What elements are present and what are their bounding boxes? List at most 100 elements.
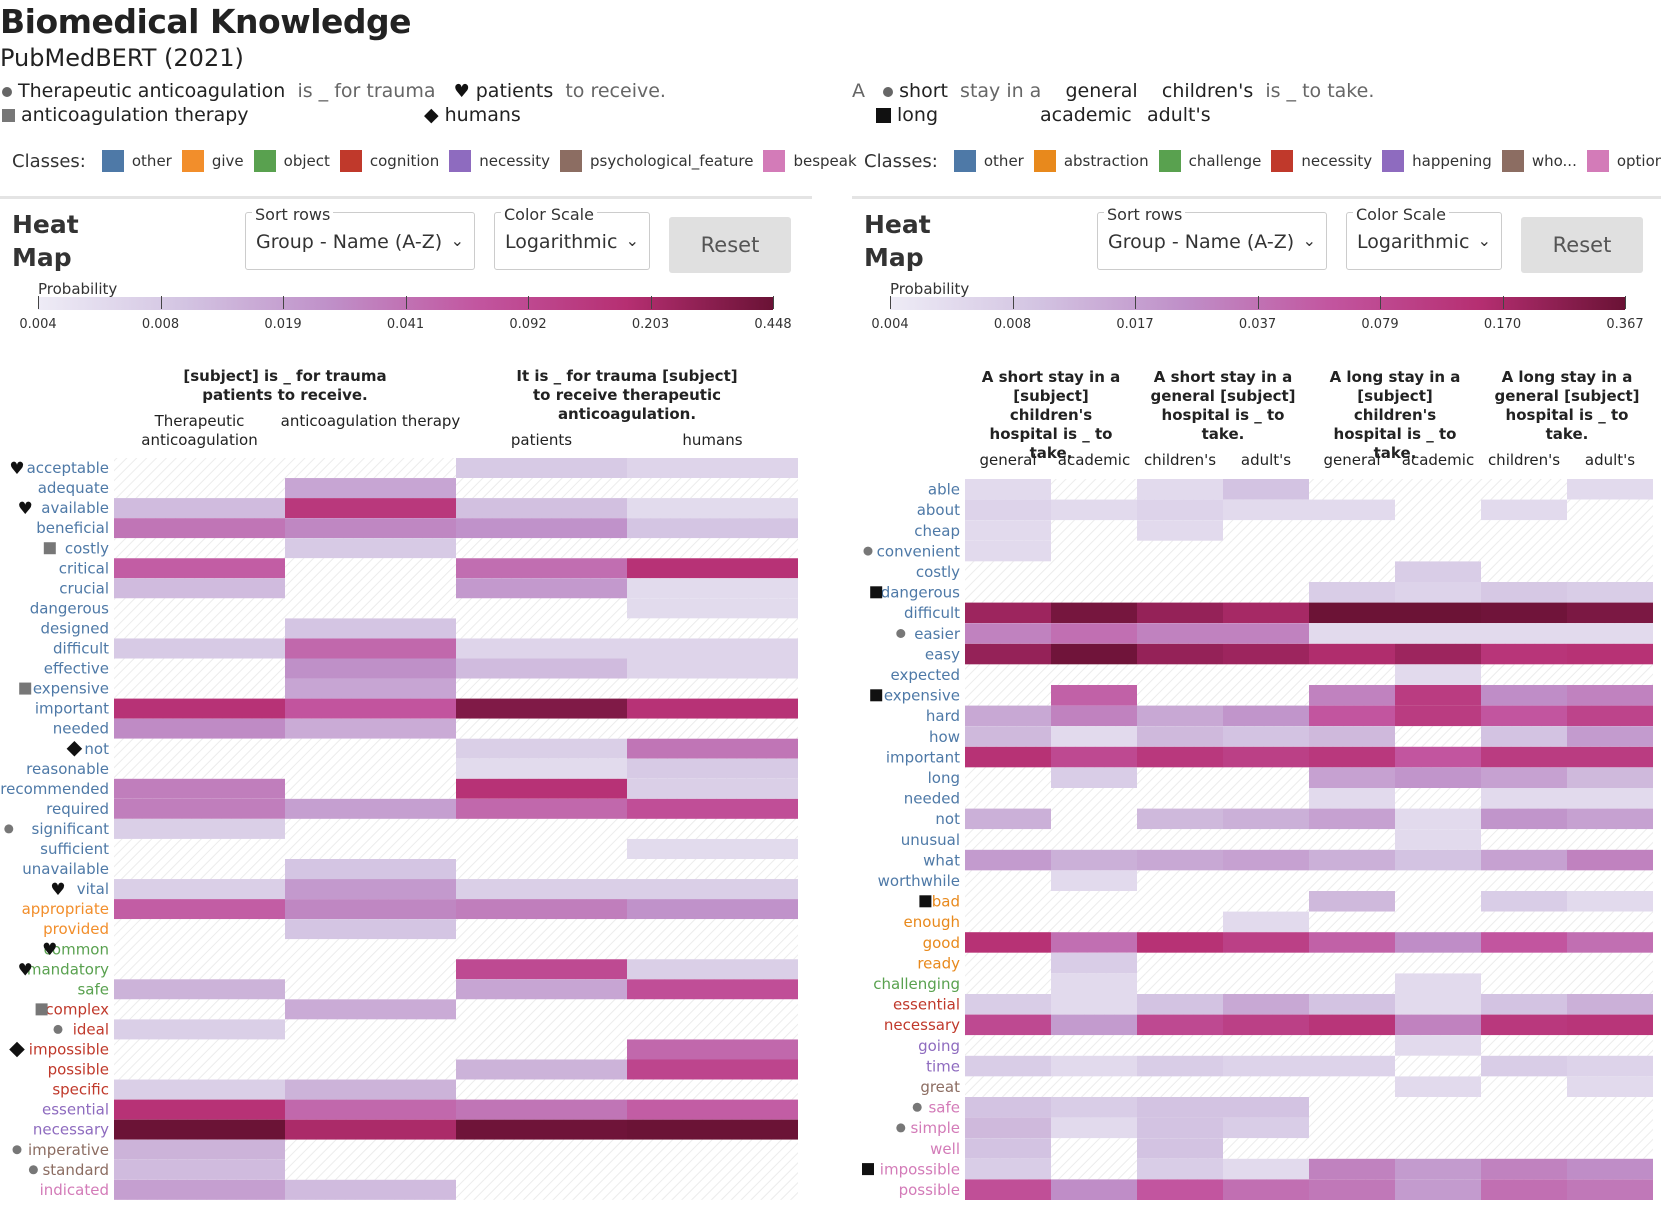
heat-cell: [627, 638, 798, 659]
heat-cell: [1395, 623, 1481, 644]
heat-cell: [285, 919, 456, 940]
heat-cell: [965, 602, 1051, 624]
heat-cell: [1137, 932, 1223, 953]
heat-cell: [114, 1139, 285, 1160]
sort-rows-select[interactable]: Sort rows Group - Name (A-Z) ⌄: [1097, 205, 1327, 270]
heat-cell: [1395, 602, 1481, 624]
row-label: important: [35, 700, 109, 718]
class-name: necessity: [1301, 152, 1373, 170]
legend-tick: [1135, 296, 1136, 309]
row-label: standard: [42, 1161, 109, 1179]
row-label: necessary: [884, 1016, 960, 1034]
class-legend-item[interactable]: happening: [1382, 150, 1492, 172]
legend-tick: [1257, 296, 1259, 309]
row-label: required: [46, 800, 109, 818]
class-name: cognition: [369, 152, 440, 170]
heat-cell: [1223, 1179, 1309, 1200]
class-legend-item[interactable]: necessity: [1271, 150, 1372, 172]
row-label: good: [923, 934, 960, 952]
heat-cell: [1395, 705, 1481, 727]
chevron-down-icon: ⌄: [1302, 231, 1316, 250]
class-legend-item[interactable]: abstraction: [1033, 150, 1149, 172]
heat-cell: [1395, 1076, 1481, 1097]
heat-cell: [965, 499, 1051, 521]
row-label: reasonable: [26, 760, 109, 778]
heart-marker-icon: ♥: [42, 940, 57, 960]
row-label: needed: [53, 720, 109, 738]
heat-cell: [285, 1179, 456, 1200]
class-name: other: [983, 152, 1024, 170]
square-marker-icon: [43, 542, 56, 555]
circle-marker-icon: [12, 1145, 22, 1155]
class-swatch: [763, 150, 786, 172]
reset-button[interactable]: Reset: [1521, 217, 1643, 273]
row-label: easier: [914, 625, 961, 643]
heat-cell: [1309, 1179, 1395, 1200]
heat-cell: [1567, 643, 1653, 665]
row-label: unusual: [901, 831, 960, 849]
class-legend-item[interactable]: give: [181, 150, 244, 172]
heat-cell: [1395, 643, 1481, 665]
heat-cell: [1051, 726, 1137, 747]
color-scale-select[interactable]: Color Scale Logarithmic ⌄: [494, 205, 650, 270]
heat-cell: [114, 778, 285, 799]
heat-cell: [1137, 1117, 1223, 1139]
heat-cell: [1395, 561, 1481, 582]
heat-cell: [627, 518, 798, 539]
heat-cell: [114, 1179, 285, 1200]
heat-cell: [1567, 479, 1653, 500]
color-scale-select[interactable]: Color Scale Logarithmic ⌄: [1346, 205, 1502, 270]
row-label: time: [926, 1057, 960, 1075]
class-legend-item[interactable]: challenge: [1158, 150, 1261, 172]
class-legend-item[interactable]: who...: [1501, 150, 1577, 172]
right-sentence-line-2c: adult's: [1147, 104, 1211, 126]
heat-cell: [1395, 1179, 1481, 1200]
legend-tick-label: 0.367: [1606, 317, 1644, 332]
class-legend-item[interactable]: psychological_feature: [560, 150, 753, 172]
heat-cell: [114, 899, 285, 920]
legend-tick-label: 0.008: [993, 317, 1032, 332]
legend-tick-label: 0.004: [19, 317, 57, 332]
heat-cell: [456, 879, 627, 900]
circle-marker-icon: [2, 86, 12, 97]
class-legend-item[interactable]: cognition: [339, 150, 440, 172]
left-classes-legend: Classes: other give object cognition necessi…: [0, 150, 867, 172]
row-background: [965, 561, 1653, 582]
sort-rows-select[interactable]: Sort rows Group - Name (A-Z) ⌄: [245, 205, 475, 270]
heat-cell: [1051, 643, 1137, 665]
group-title: A short stay in a: [1154, 368, 1292, 386]
heat-cell: [285, 498, 456, 519]
class-legend-item[interactable]: bespeak: [763, 150, 857, 172]
heart-marker-icon: ♥: [453, 80, 470, 102]
heat-cell: [1395, 1158, 1481, 1180]
class-swatch: [953, 150, 976, 172]
heat-cell: [456, 1059, 627, 1080]
class-legend-item[interactable]: other: [101, 150, 172, 172]
row-label: costly: [916, 563, 960, 581]
class-legend-item[interactable]: other: [953, 150, 1024, 172]
heat-cell: [1395, 767, 1481, 788]
heart-marker-icon: ♥: [50, 880, 65, 900]
class-legend-item[interactable]: object: [253, 150, 330, 172]
heat-cell: [965, 1179, 1051, 1200]
class-legend-item[interactable]: necessity: [449, 150, 550, 172]
heat-cell: [456, 979, 627, 1000]
color-scale-label: Color Scale: [1353, 205, 1449, 224]
circle-marker-icon: [912, 1102, 922, 1112]
legend-tick-label: 0.004: [871, 317, 909, 332]
legend-tick-label: 0.079: [1361, 317, 1399, 332]
class-legend-item[interactable]: option: [1586, 150, 1661, 172]
heat-cell: [1567, 1179, 1653, 1200]
reset-button[interactable]: Reset: [669, 217, 791, 273]
legend-tick-label: 0.008: [141, 317, 180, 332]
heat-cell: [114, 578, 285, 599]
heat-cell: [1567, 788, 1653, 809]
heat-cell: [1567, 582, 1653, 603]
heat-cell: [114, 1079, 285, 1100]
class-swatch: [1033, 150, 1056, 172]
sort-rows-value: Group - Name (A-Z): [1108, 231, 1295, 253]
heat-cell: [1137, 479, 1223, 500]
heat-cell: [965, 1117, 1051, 1139]
heat-cell: [1309, 746, 1395, 768]
heat-cell: [456, 899, 627, 920]
